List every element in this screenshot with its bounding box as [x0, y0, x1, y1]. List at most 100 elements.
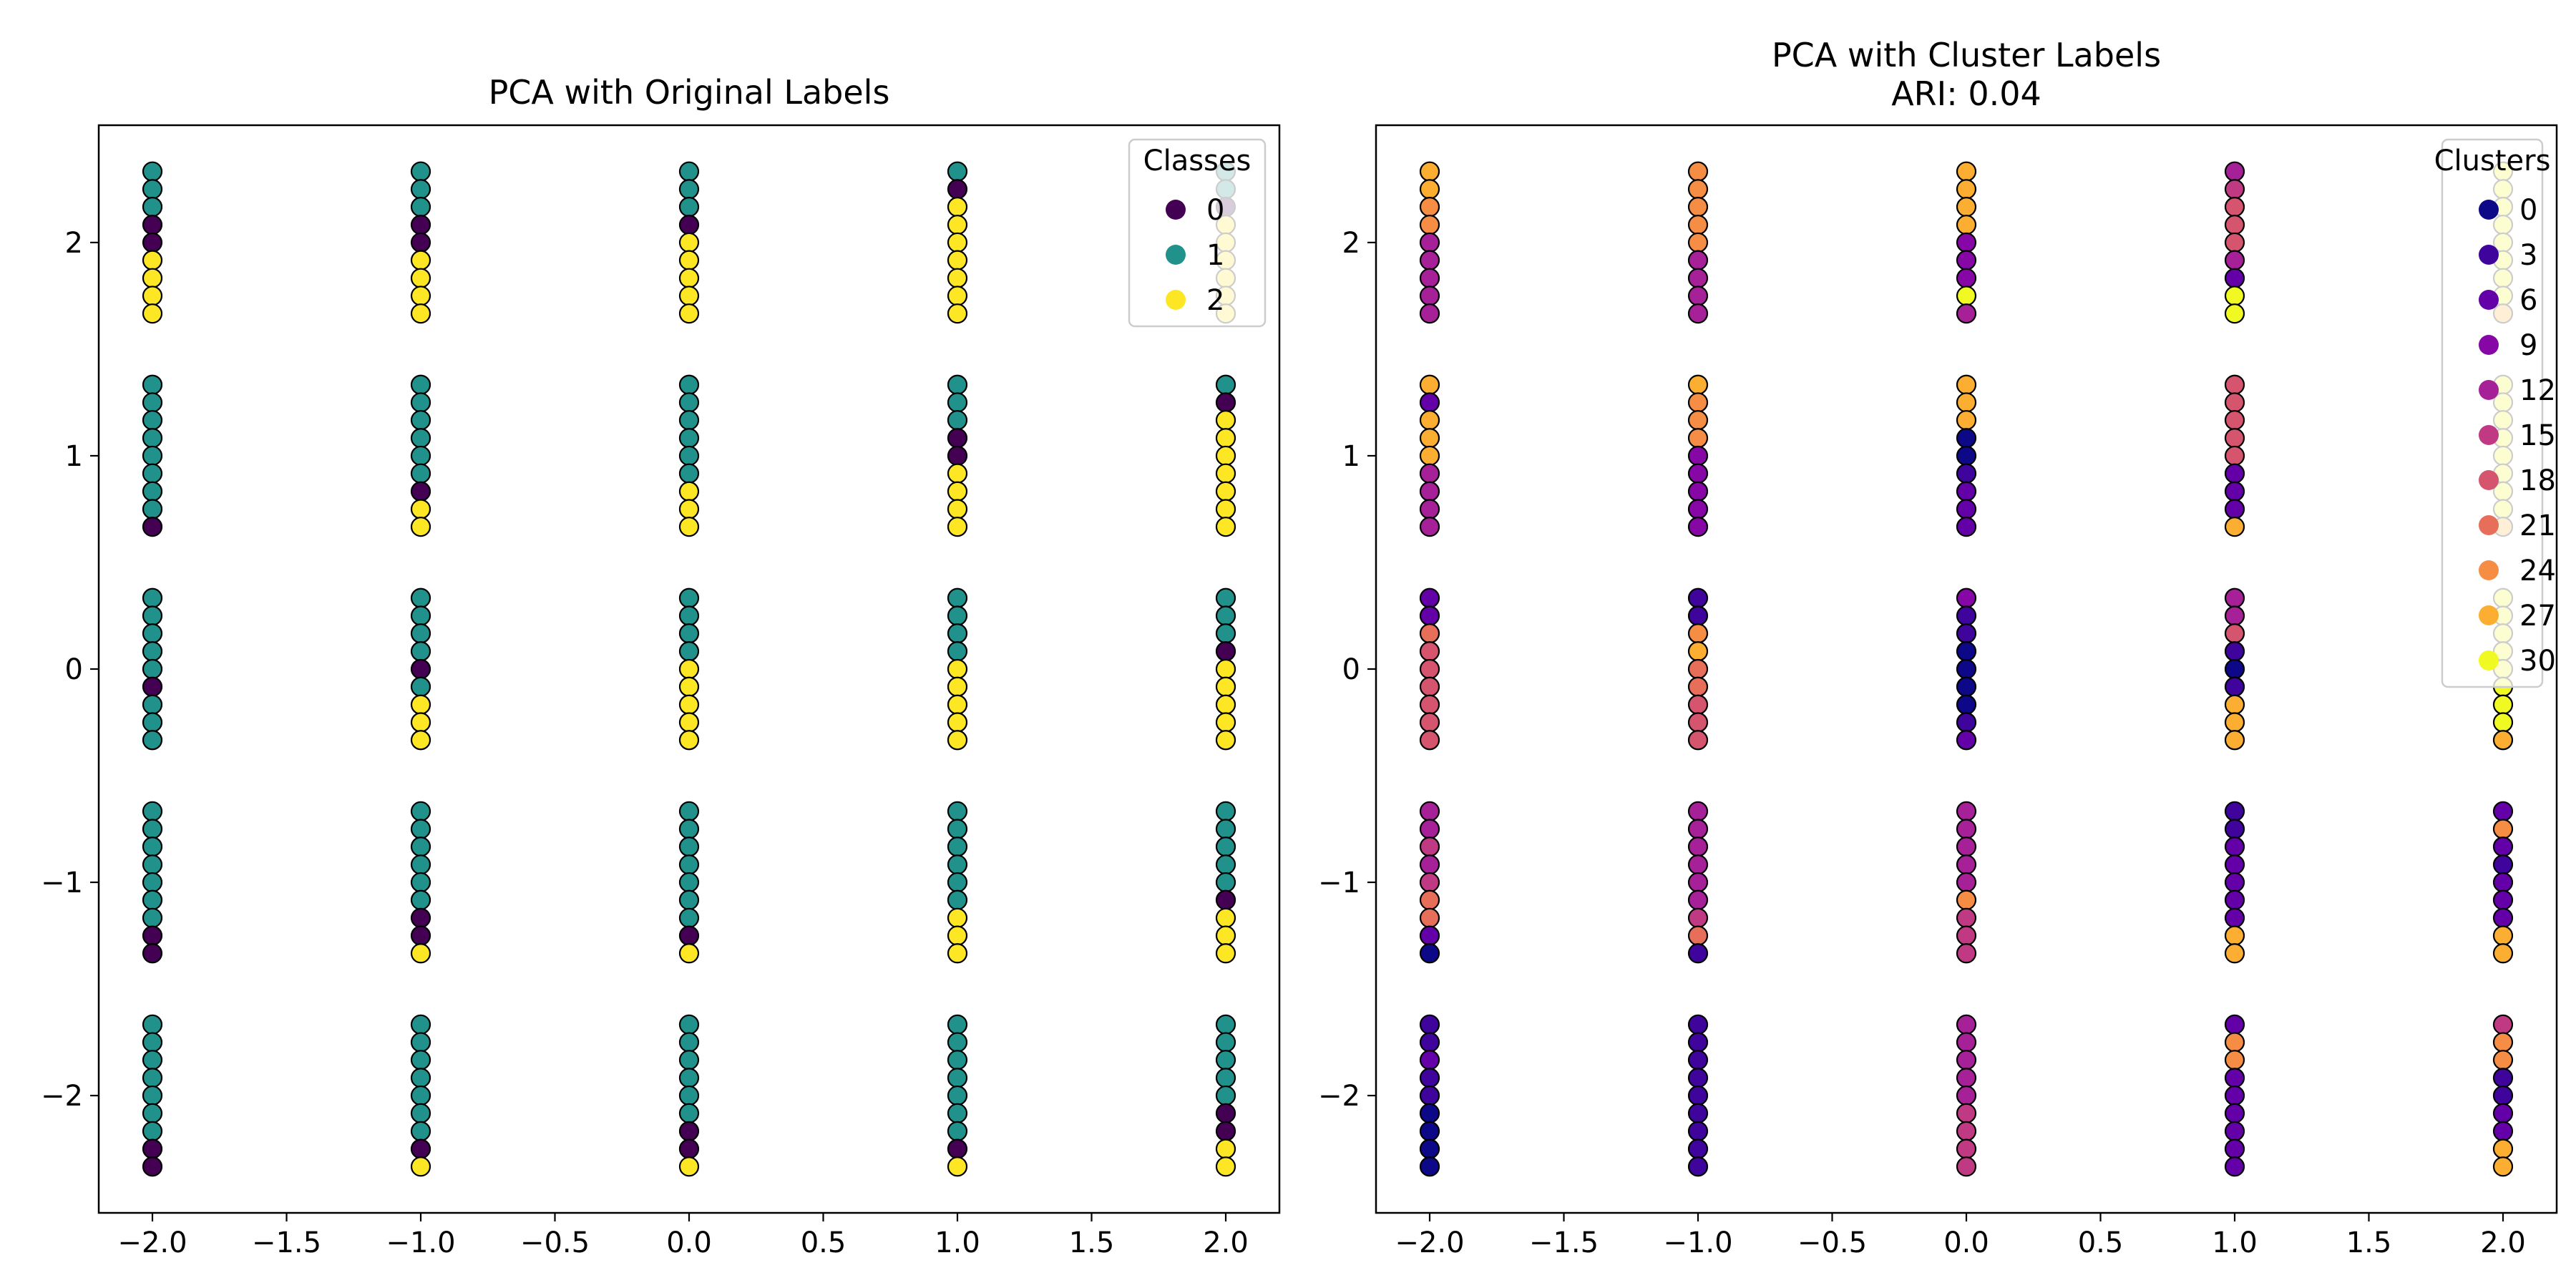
data-point: [678, 641, 700, 662]
data-point: [947, 1156, 968, 1177]
data-point: [2224, 250, 2245, 270]
data-point: [1215, 925, 1236, 946]
data-point: [678, 658, 700, 680]
data-point: [2492, 1156, 2514, 1177]
data-point: [678, 1050, 700, 1070]
data-point: [2224, 161, 2245, 182]
data-point: [1687, 872, 1709, 893]
data-point: [1687, 445, 1709, 467]
data-point: [410, 428, 431, 449]
legend-classes: Classes 0 1 2: [1128, 138, 1267, 328]
data-point: [1687, 1050, 1709, 1070]
data-point: [1419, 676, 1440, 697]
data-point: [1419, 410, 1440, 431]
data-point: [1215, 1138, 1236, 1159]
data-point: [947, 623, 968, 644]
data-point: [947, 943, 968, 964]
data-point: [2224, 268, 2245, 288]
y-tick-label: 0: [1342, 653, 1360, 686]
data-point: [2224, 1103, 2245, 1123]
data-point: [2224, 392, 2245, 413]
data-point: [2492, 712, 2514, 733]
data-point: [2492, 1085, 2514, 1106]
data-point: [947, 392, 968, 413]
y-tick-label: −2: [41, 1080, 83, 1113]
data-point: [1956, 392, 1977, 413]
data-point: [2224, 605, 2245, 626]
data-point: [947, 499, 968, 519]
data-point: [1687, 694, 1709, 715]
data-point: [1419, 1138, 1440, 1159]
x-tick-label: 0.0: [666, 1226, 712, 1259]
data-point: [2224, 445, 2245, 467]
data-point: [2492, 854, 2514, 875]
data-point: [1419, 872, 1440, 893]
data-point: [2492, 907, 2514, 928]
data-point: [2224, 179, 2245, 200]
data-point: [947, 801, 968, 821]
data-point: [1419, 1103, 1440, 1123]
data-point: [142, 1068, 163, 1088]
data-point: [2224, 286, 2245, 306]
data-point: [142, 215, 163, 235]
data-point: [142, 499, 163, 519]
data-point: [1687, 889, 1709, 910]
data-point: [2492, 1014, 2514, 1035]
data-point: [2224, 801, 2245, 821]
data-point: [678, 819, 700, 839]
data-point: [1956, 268, 1977, 288]
legend-label: 30: [2519, 645, 2556, 678]
data-point: [142, 428, 163, 449]
data-point: [1215, 1156, 1236, 1177]
x-tick-label: 2.0: [1203, 1226, 1249, 1259]
data-point: [410, 1014, 431, 1035]
legend-label: 9: [2519, 329, 2537, 362]
data-point: [947, 925, 968, 946]
data-point: [1956, 641, 1977, 662]
data-point: [1956, 801, 1977, 821]
data-point: [1419, 1068, 1440, 1088]
data-point: [142, 641, 163, 662]
x-tick-label: 1.0: [2212, 1226, 2258, 1259]
data-point: [1687, 658, 1709, 680]
legend-label: 6: [2519, 284, 2537, 317]
data-point: [1956, 1156, 1977, 1177]
data-point: [2492, 1103, 2514, 1123]
data-point: [1215, 428, 1236, 449]
right-chart: PCA with Cluster Labels ARI: 0.04 −2.0 −1…: [1318, 36, 2558, 1259]
data-point: [947, 854, 968, 875]
data-point: [678, 801, 700, 821]
data-point: [1687, 428, 1709, 449]
data-point: [947, 1121, 968, 1141]
data-point: [142, 658, 163, 680]
legend-label: 2: [1206, 284, 1224, 317]
data-point: [2224, 1050, 2245, 1070]
data-point: [410, 286, 431, 306]
x-tick-label: −2.0: [117, 1226, 187, 1259]
data-point: [1419, 1032, 1440, 1053]
data-point: [142, 872, 163, 893]
data-point: [2224, 303, 2245, 324]
data-point: [2224, 623, 2245, 644]
data-point: [410, 854, 431, 875]
data-point: [1687, 392, 1709, 413]
data-point: [2492, 872, 2514, 893]
data-point: [410, 587, 431, 608]
data-point: [1956, 1068, 1977, 1088]
data-point: [2224, 836, 2245, 857]
data-point: [2492, 1050, 2514, 1070]
legend-label: 3: [2519, 239, 2537, 272]
data-point: [1215, 1014, 1236, 1035]
data-point: [678, 303, 700, 324]
data-point: [1215, 907, 1236, 928]
data-point: [1215, 1103, 1236, 1123]
data-point: [1419, 232, 1440, 253]
data-point: [142, 925, 163, 946]
data-point: [1956, 215, 1977, 235]
data-point: [1687, 179, 1709, 200]
data-point: [410, 872, 431, 893]
data-point: [2224, 658, 2245, 680]
data-point: [410, 499, 431, 519]
data-point: [1419, 445, 1440, 467]
